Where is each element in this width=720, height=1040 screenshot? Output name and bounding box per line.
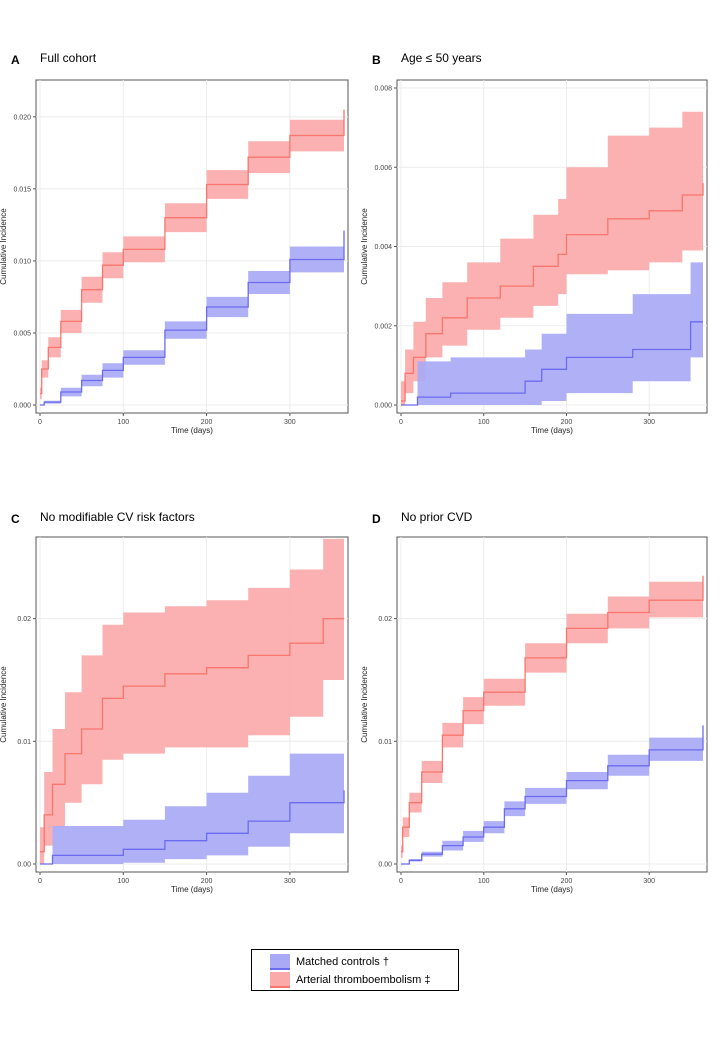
x-axis-label: Time (days) xyxy=(171,885,213,894)
x-tick-label: 300 xyxy=(643,419,655,426)
confidence-band xyxy=(401,262,703,405)
y-tick-label: 0.015 xyxy=(13,186,31,193)
legend-swatch-ate xyxy=(270,972,290,988)
legend-label-controls: Matched controls † xyxy=(296,956,389,968)
y-tick-label: 0.02 xyxy=(17,616,31,623)
panel-a-title: Full cohort xyxy=(40,51,97,65)
y-tick-label: 0.005 xyxy=(13,330,31,337)
x-tick-label: 0 xyxy=(38,878,42,885)
incidence-line xyxy=(401,183,704,402)
y-axis-label: Cumulative Incidence xyxy=(0,208,8,285)
y-axis-label: Cumulative Incidence xyxy=(360,208,369,285)
panel-b-title: Age ≤ 50 years xyxy=(401,51,482,65)
y-tick-label: 0.000 xyxy=(13,403,31,410)
x-tick-label: 100 xyxy=(478,419,490,426)
x-tick-label: 0 xyxy=(38,419,42,426)
x-tick-label: 200 xyxy=(561,419,573,426)
y-tick-label: 0.008 xyxy=(374,86,392,93)
panel-a-letter: A xyxy=(11,53,20,67)
panel-d-letter: D xyxy=(372,512,381,526)
x-tick-label: 200 xyxy=(561,878,573,885)
legend-item-ate: Arterial thromboembolism ‡ xyxy=(270,971,431,989)
y-axis-label: Cumulative Incidence xyxy=(360,666,369,743)
y-tick-label: 0.000 xyxy=(374,403,392,410)
chart-no-cv-risk-factors: 0 100 200 300 0.00 0.01 0.02 Time (days) Cumulat… xyxy=(0,536,349,894)
x-axis-label: Time (days) xyxy=(531,426,573,435)
panel-c-letter: C xyxy=(11,512,20,526)
incidence-line xyxy=(401,321,703,406)
incidence-line xyxy=(40,790,345,865)
x-tick-label: 100 xyxy=(117,419,129,426)
y-tick-label: 0.006 xyxy=(374,165,392,172)
x-tick-label: 0 xyxy=(399,419,403,426)
legend-item-controls: Matched controls † xyxy=(270,953,389,971)
x-tick-label: 100 xyxy=(117,878,129,885)
x-axis-label: Time (days) xyxy=(171,426,213,435)
y-tick-label: 0.004 xyxy=(374,244,392,251)
y-tick-label: 0.01 xyxy=(17,739,31,746)
panel-c-title: No modifiable CV risk factors xyxy=(40,510,195,524)
y-tick-label: 0.020 xyxy=(13,114,31,121)
incidence-line xyxy=(401,575,704,853)
y-tick-label: 0.00 xyxy=(378,862,392,869)
legend-swatch-controls xyxy=(270,954,290,970)
y-tick-label: 0.010 xyxy=(13,258,31,265)
chart-full-cohort: 0 100 200 300 0.000 0.005 0.010 0.015 0.020 Time … xyxy=(0,79,349,435)
y-tick-label: 0.01 xyxy=(378,739,392,746)
y-tick-label: 0.02 xyxy=(378,616,392,623)
panel-d-title: No prior CVD xyxy=(401,510,473,524)
x-tick-label: 300 xyxy=(643,878,655,885)
x-axis-label: Time (days) xyxy=(531,885,573,894)
confidence-band xyxy=(40,90,344,400)
confidence-band xyxy=(40,738,344,864)
x-tick-label: 0 xyxy=(399,878,403,885)
legend-label-ate: Arterial thromboembolism ‡ xyxy=(296,974,431,986)
x-tick-label: 300 xyxy=(284,419,296,426)
x-tick-label: 200 xyxy=(201,419,213,426)
y-axis-label: Cumulative Incidence xyxy=(0,666,8,743)
confidence-band xyxy=(401,99,703,406)
x-tick-label: 100 xyxy=(478,878,490,885)
incidence-line xyxy=(40,109,345,395)
legend: Matched controls † Arterial thromboembol… xyxy=(251,949,459,991)
panel-b-letter: B xyxy=(372,53,381,67)
incidence-line xyxy=(40,230,345,406)
y-tick-label: 0.002 xyxy=(374,323,392,330)
confidence-band xyxy=(401,551,703,858)
x-tick-label: 200 xyxy=(201,878,213,885)
incidence-line xyxy=(401,725,704,865)
incidence-line xyxy=(40,617,344,853)
chart-age-under-50: 0 100 200 300 0.000 0.002 0.004 0.006 0.008 Time … xyxy=(360,79,708,435)
confidence-band xyxy=(40,538,344,864)
y-tick-label: 0.00 xyxy=(17,862,31,869)
chart-no-prior-cvd: 0 100 200 300 0.00 0.01 0.02 Time (days) Cumulat… xyxy=(360,536,708,894)
x-tick-label: 300 xyxy=(284,878,296,885)
